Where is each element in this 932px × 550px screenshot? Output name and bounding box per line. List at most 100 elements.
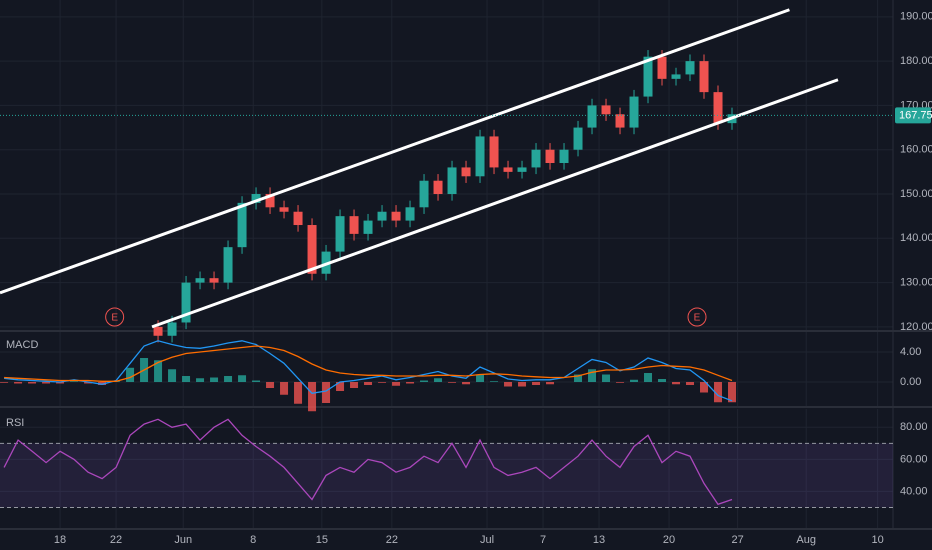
histogram-bar — [336, 382, 345, 392]
histogram-bar — [168, 369, 177, 383]
candle-body — [307, 225, 317, 274]
histogram-bar — [266, 382, 275, 389]
candle-body — [237, 202, 247, 248]
histogram-bar — [588, 369, 597, 383]
histogram-bar — [56, 382, 65, 384]
histogram-bar — [574, 374, 583, 383]
candle-body — [405, 207, 415, 221]
candle-body — [615, 114, 625, 128]
candle-body — [629, 96, 639, 128]
candle-body — [391, 211, 401, 221]
y-tick-label: 40.00 — [900, 485, 928, 497]
x-tick-label: Aug — [796, 534, 816, 546]
histogram-bar — [532, 382, 541, 386]
y-tick-label: 120.00 — [900, 321, 932, 333]
candle-body — [489, 136, 499, 168]
histogram-bar — [322, 382, 331, 404]
histogram-bar — [42, 382, 51, 384]
candle-body — [293, 211, 303, 226]
histogram-bar — [84, 382, 93, 384]
candle-body — [209, 278, 219, 283]
candle-body — [559, 149, 569, 164]
candle-body — [447, 167, 457, 195]
channel-line — [151, 78, 839, 329]
candle-body — [503, 167, 513, 172]
earnings-label: E — [694, 313, 701, 324]
candle-body — [573, 127, 583, 150]
histogram-bar — [420, 380, 429, 383]
candle-body — [195, 278, 205, 283]
candle-body — [433, 180, 443, 195]
series-line — [4, 345, 733, 382]
rsi-band — [0, 443, 893, 508]
histogram-bar — [238, 375, 247, 383]
histogram-bar — [182, 376, 191, 383]
y-tick-label: 60.00 — [900, 453, 928, 465]
histogram-bar — [0, 382, 9, 383]
y-tick-label: 150.00 — [900, 188, 932, 200]
histogram-bar — [378, 382, 387, 383]
x-tick-label: 15 — [316, 534, 328, 546]
x-tick-label: 13 — [593, 534, 605, 546]
candle-body — [251, 194, 261, 203]
candle-body — [699, 61, 709, 93]
candle-body — [461, 167, 471, 177]
histogram-bar — [504, 382, 513, 387]
histogram-bar — [406, 382, 415, 384]
x-tick-label: 18 — [54, 534, 66, 546]
candle-body — [279, 207, 289, 212]
histogram-bar — [490, 381, 499, 383]
earnings-marker — [687, 307, 707, 327]
histogram-bar — [658, 379, 667, 383]
x-tick-label: Jul — [480, 534, 494, 546]
histogram-bar — [294, 382, 303, 404]
candle-body — [153, 326, 163, 336]
y-tick-label: 140.00 — [900, 232, 932, 244]
histogram-bar — [672, 382, 681, 385]
x-tick-label: 20 — [663, 534, 675, 546]
candle-body — [517, 167, 527, 172]
histogram-bar — [448, 382, 457, 383]
histogram-bar — [392, 382, 401, 386]
y-tick-label: 160.00 — [900, 144, 932, 156]
histogram-bar — [434, 378, 443, 383]
candle-body — [671, 74, 681, 79]
histogram-bar — [210, 377, 219, 383]
histogram-bar — [98, 382, 107, 386]
histogram-bar — [700, 382, 709, 393]
y-tick-label: 4.00 — [900, 346, 921, 358]
last-price-box — [895, 107, 931, 124]
x-tick-label: 27 — [731, 534, 743, 546]
candle-body — [363, 220, 373, 234]
candle-body — [713, 92, 723, 124]
histogram-bar — [308, 382, 317, 412]
candle-body — [265, 194, 275, 208]
histogram-bar — [630, 379, 639, 383]
candle-body — [419, 180, 429, 208]
panel-title: RSI — [6, 417, 24, 429]
candle-body — [181, 282, 191, 323]
histogram-bar — [14, 382, 23, 384]
histogram-bar — [252, 380, 261, 383]
x-tick-label: 22 — [110, 534, 122, 546]
histogram-bar — [280, 382, 289, 395]
x-tick-label: 22 — [386, 534, 398, 546]
panel-title: MACD — [6, 339, 38, 351]
histogram-bar — [126, 367, 135, 383]
candle-body — [223, 247, 233, 283]
histogram-bar — [616, 382, 625, 383]
histogram-bar — [462, 382, 471, 385]
candle-body — [643, 56, 653, 97]
candle-body — [475, 136, 485, 177]
earnings-marker — [105, 307, 125, 327]
histogram-bar — [350, 382, 359, 389]
y-tick-label: 180.00 — [900, 55, 932, 67]
histogram-bar — [364, 382, 373, 386]
candle-body — [349, 216, 359, 234]
x-tick-label: 7 — [540, 534, 546, 546]
histogram-bar — [728, 382, 737, 403]
y-tick-label: 130.00 — [900, 277, 932, 289]
histogram-bar — [714, 382, 723, 403]
x-tick-label: 10 — [871, 534, 883, 546]
